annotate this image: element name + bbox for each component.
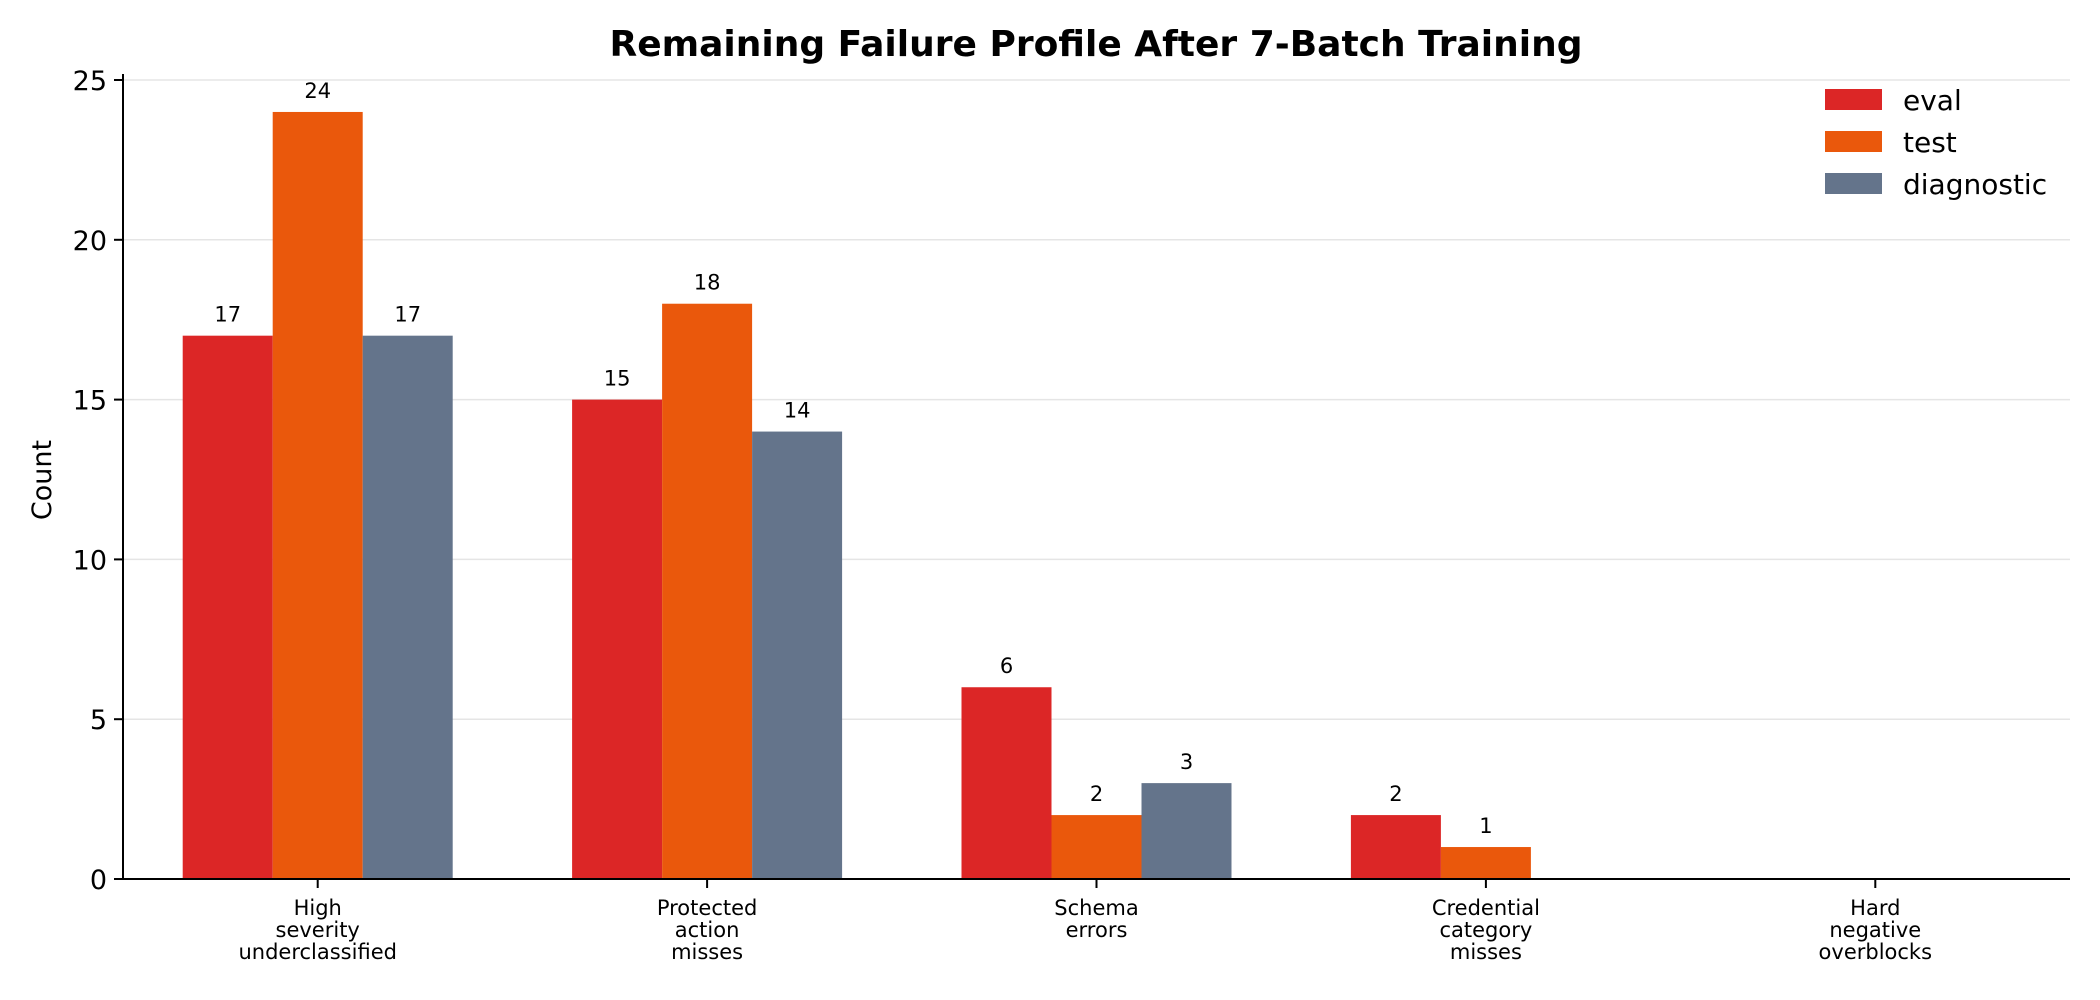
x-tick-label-line: Schema	[1054, 896, 1138, 920]
legend-swatch-eval	[1825, 89, 1882, 110]
data-label-diagnostic-2: 3	[1180, 750, 1193, 774]
data-label-eval-2: 6	[1000, 654, 1013, 678]
y-tick-label-10: 10	[73, 545, 107, 576]
axes: 0 5 10 15 20 25 High severity underclassified Pro…	[73, 66, 2070, 964]
x-tick-label-line: High	[294, 896, 342, 920]
legend: eval test diagnostic	[1825, 84, 2047, 201]
x-tick-label-line: Protected	[657, 896, 758, 920]
x-tick-label-line: category	[1439, 918, 1532, 942]
bar-test-1	[662, 303, 753, 880]
bar-eval-1	[572, 399, 663, 879]
y-tick-label-20: 20	[73, 226, 107, 257]
x-tick-label-3: Credential category misses	[1432, 896, 1540, 964]
bar-eval-3	[1350, 815, 1441, 879]
data-label-test-3: 1	[1479, 814, 1492, 838]
data-label-diagnostic-1: 14	[784, 399, 811, 423]
legend-label-diagnostic: diagnostic	[1903, 168, 2047, 201]
bar-test-0	[272, 111, 363, 879]
x-tick-label-line: errors	[1066, 918, 1128, 942]
legend-swatch-diagnostic	[1825, 173, 1882, 194]
chart-title: Remaining Failure Profile After 7-Batch …	[609, 24, 1582, 65]
x-tick-label-line: severity	[276, 918, 360, 942]
x-tick-label-line: negative	[1829, 918, 1921, 942]
bar-test-3	[1440, 847, 1531, 879]
bar-test-2	[1051, 815, 1142, 879]
legend-label-eval: eval	[1903, 84, 1962, 117]
bar-diagnostic-0	[362, 335, 453, 879]
bar-diagnostic-2	[1141, 783, 1232, 879]
data-label-diagnostic-0: 17	[394, 303, 421, 327]
bar-eval-2	[961, 687, 1052, 879]
bar-diagnostic-1	[752, 431, 843, 879]
x-tick-label-line: action	[675, 918, 740, 942]
y-tick-label-5: 5	[90, 705, 107, 736]
y-tick-label-15: 15	[73, 386, 107, 417]
x-tick-label-1: Protected action misses	[657, 896, 758, 964]
x-tick-label-line: Hard	[1850, 896, 1900, 920]
x-tick-label-line: misses	[671, 940, 743, 964]
data-label-eval-3: 2	[1389, 782, 1402, 806]
y-tick-label-0: 0	[90, 865, 107, 896]
x-tick-label-2: Schema errors	[1054, 896, 1138, 942]
x-tick-label-line: underclassified	[238, 940, 396, 964]
data-label-test-0: 24	[304, 79, 331, 103]
x-tick-label-line: Credential	[1432, 896, 1540, 920]
x-tick-label-0: High severity underclassified	[238, 896, 396, 964]
legend-swatch-test	[1825, 131, 1882, 152]
data-labels: 17 15 6 2 24 18 2 1 17 14 3	[214, 79, 1492, 838]
x-tick-label-line: misses	[1450, 940, 1522, 964]
data-label-eval-0: 17	[214, 303, 241, 327]
bars	[182, 111, 1531, 880]
data-label-test-1: 18	[694, 271, 721, 295]
y-tick-label-25: 25	[73, 66, 107, 97]
bar-eval-0	[182, 335, 273, 879]
x-tick-label-line: overblocks	[1819, 940, 1933, 964]
data-label-eval-1: 15	[604, 367, 631, 391]
legend-label-test: test	[1903, 126, 1957, 159]
x-tick-label-4: Hard negative overblocks	[1819, 896, 1933, 964]
data-label-test-2: 2	[1090, 782, 1103, 806]
y-axis-label: Count	[27, 440, 58, 520]
